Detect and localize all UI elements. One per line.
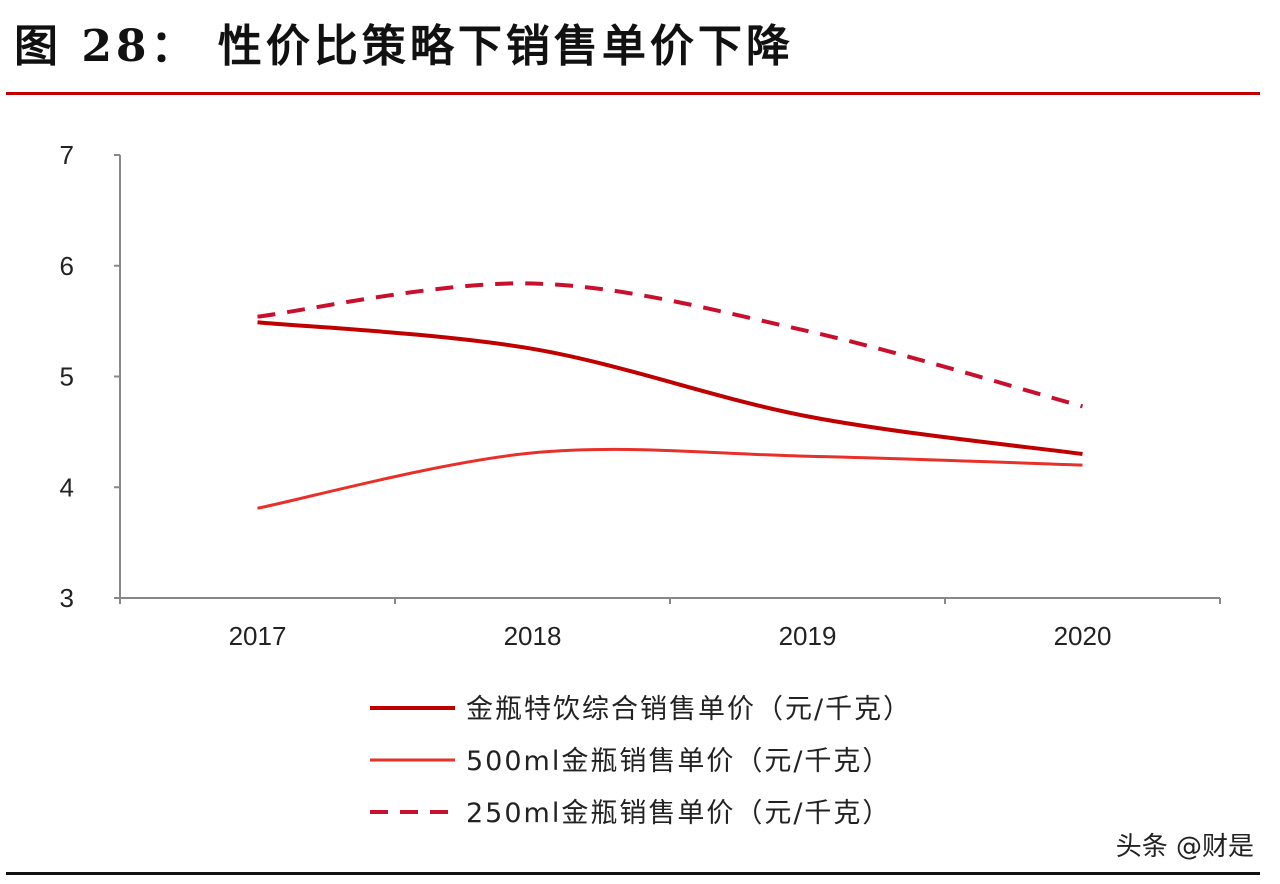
legend-label-3: 250ml金瓶销售单价（元/千克）: [466, 798, 891, 829]
title-divider: [6, 92, 1260, 95]
series-line-1: [257, 320, 1083, 457]
x-tick-label: 2020: [1054, 621, 1112, 651]
series-line-3: [257, 281, 1084, 409]
figure-title: 图 28： 性价比策略下销售单价下降: [14, 21, 794, 72]
series-line-2: [257, 447, 1083, 510]
legend-label-1: 金瓶特饮综合销售单价（元/千克）: [466, 694, 912, 725]
y-tick-label: 5: [60, 362, 74, 392]
x-tick-label: 2017: [229, 621, 287, 651]
y-tick-label: 3: [60, 583, 74, 613]
x-tick-label: 2018: [504, 621, 562, 651]
watermark-logo: 头条 @财是: [1115, 832, 1254, 862]
y-tick-label: 6: [60, 251, 74, 281]
y-tick-label: 7: [60, 140, 74, 170]
bottom-divider: [6, 872, 1260, 875]
y-tick-label: 4: [60, 472, 74, 502]
x-tick-label: 2019: [779, 621, 837, 651]
legend-label-2: 500ml金瓶销售单价（元/千克）: [466, 746, 891, 777]
